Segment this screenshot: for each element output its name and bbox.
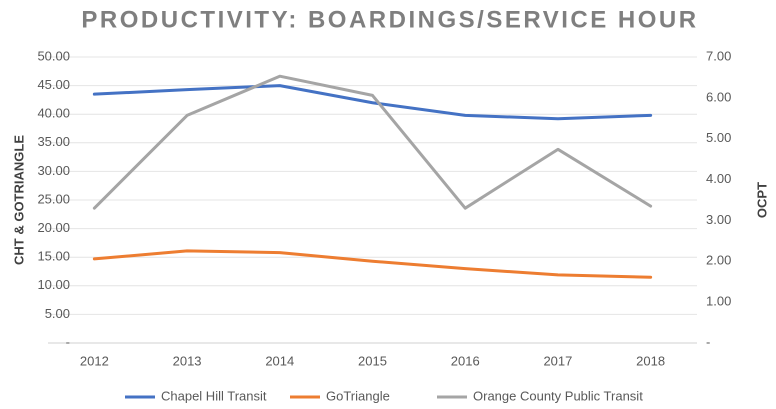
y-tick-label: 25.00 [37, 191, 70, 206]
y-tick-label: 50.00 [37, 48, 70, 63]
x-tick-label: 2012 [80, 353, 109, 368]
y2-tick-label: 1.00 [706, 294, 731, 309]
x-tick-label: 2013 [173, 353, 202, 368]
y-axis-label: CHT & GOTRIANGLE [11, 135, 26, 265]
y-tick-label: - [66, 334, 70, 349]
series-line [92, 249, 653, 279]
legend-label: Orange County Public Transit [473, 388, 643, 403]
y2-tick-label: 7.00 [706, 48, 731, 63]
x-tick-label: 2015 [358, 353, 387, 368]
series-line [92, 84, 653, 121]
y2-tick-label: 4.00 [706, 171, 731, 186]
y2-axis-label: OCPT [754, 182, 769, 218]
y-tick-label: 30.00 [37, 163, 70, 178]
x-tick-label: 2016 [451, 353, 480, 368]
y2-tick-label: 5.00 [706, 130, 731, 145]
y-tick-label: 40.00 [37, 106, 70, 121]
y2-tick-label: 3.00 [706, 212, 731, 227]
x-tick-label: 2014 [265, 353, 294, 368]
y2-tick-label: 6.00 [706, 89, 731, 104]
legend-label: GoTriangle [326, 388, 390, 403]
legend-label: Chapel Hill Transit [161, 388, 267, 403]
series-line [92, 74, 653, 210]
y-tick-label: 20.00 [37, 220, 70, 235]
x-tick-label: 2017 [543, 353, 572, 368]
y2-tick-label: - [706, 334, 710, 349]
x-tick-label: 2018 [636, 353, 665, 368]
y-tick-label: 15.00 [37, 249, 70, 264]
chart-title: PRODUCTIVITY: BOARDINGS/SERVICE HOUR [81, 6, 698, 33]
y-tick-label: 45.00 [37, 77, 70, 92]
y-tick-label: 5.00 [45, 306, 70, 321]
y-tick-label: 10.00 [37, 277, 70, 292]
y2-tick-label: 2.00 [706, 253, 731, 268]
y-tick-label: 35.00 [37, 134, 70, 149]
